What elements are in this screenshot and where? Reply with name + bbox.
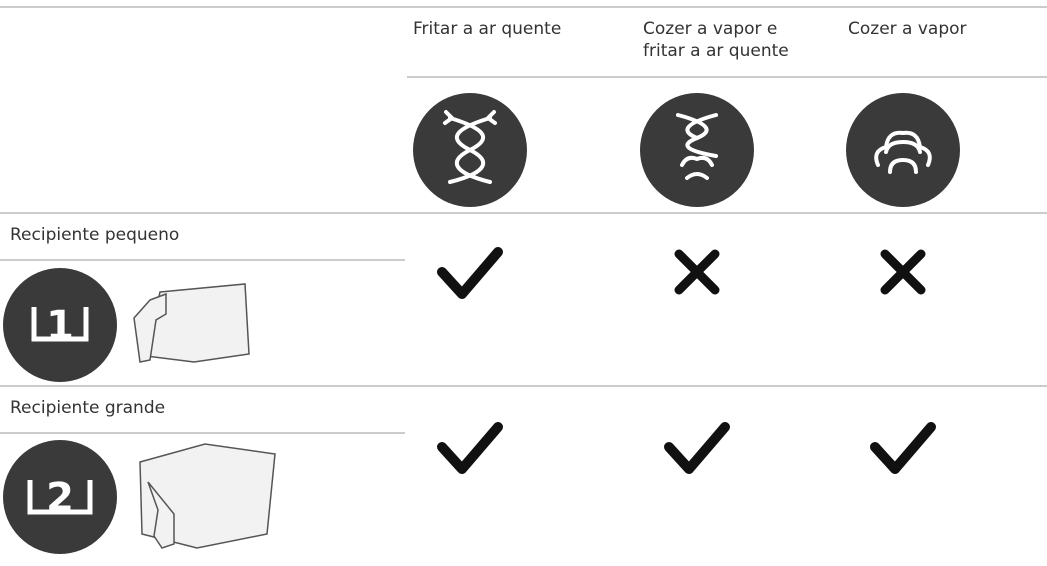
column-header: Cozer a vapor e fritar a ar quente <box>643 19 789 61</box>
steam-air-fry-icon <box>640 93 754 207</box>
check-mark <box>437 247 503 299</box>
steam-icon <box>846 93 960 207</box>
small-basket-image <box>133 283 250 363</box>
size-number: 2 <box>46 475 74 521</box>
column-header: Fritar a ar quente <box>413 19 561 39</box>
size-badge <box>3 440 117 554</box>
check-mark <box>437 422 503 474</box>
column-header: Cozer a vapor <box>848 19 967 39</box>
air-fry-icon <box>413 93 527 207</box>
cross-mark <box>674 249 720 295</box>
row-label: Recipiente grande <box>10 398 165 418</box>
check-mark <box>664 422 730 474</box>
size-number: 1 <box>46 303 74 349</box>
check-mark <box>870 422 936 474</box>
size-badge <box>3 268 117 382</box>
row-label: Recipiente pequeno <box>10 225 179 245</box>
large-basket-image <box>139 443 276 549</box>
cross-mark <box>880 249 926 295</box>
